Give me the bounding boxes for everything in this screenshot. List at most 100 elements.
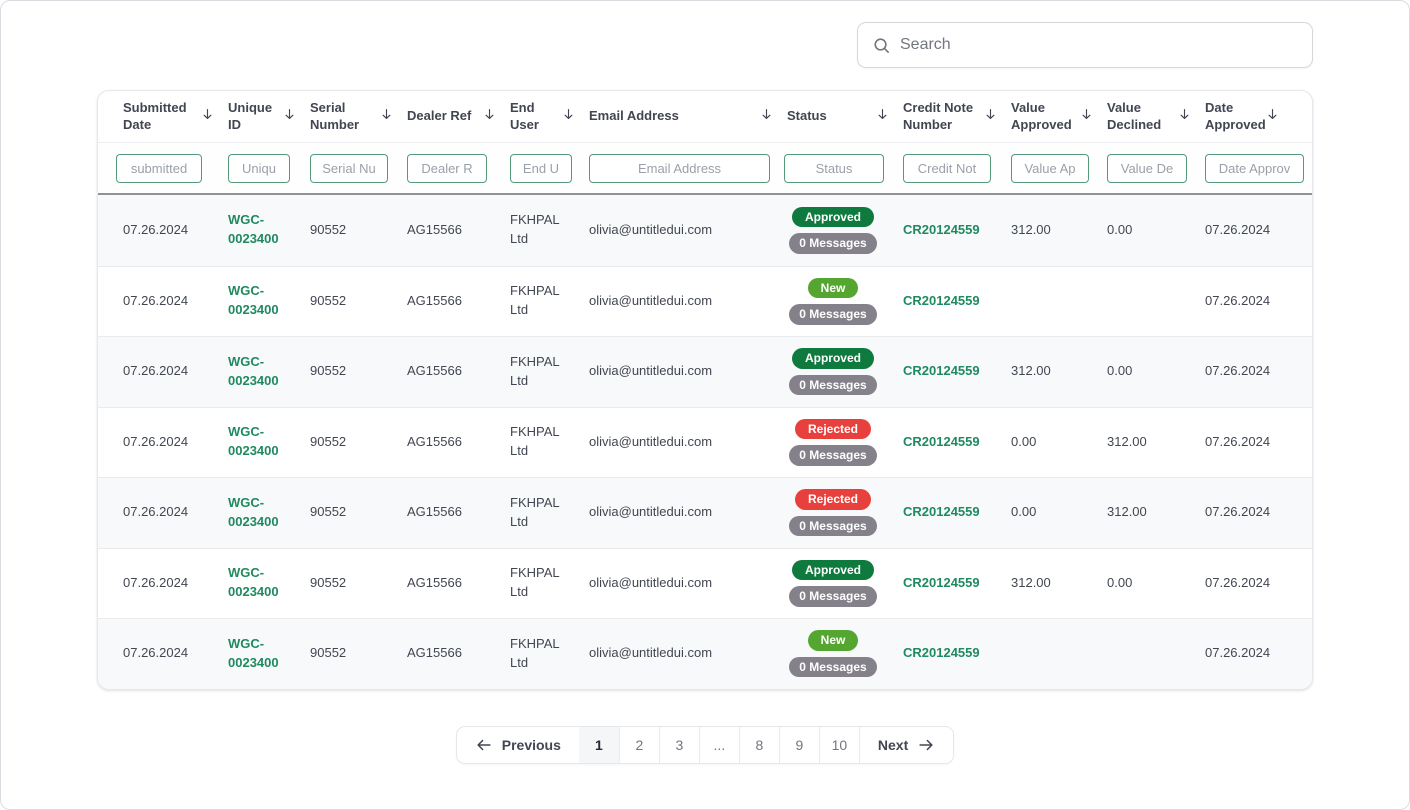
credit-note-link[interactable]: CR20124559 xyxy=(903,221,1011,240)
sort-descending-icon[interactable] xyxy=(380,107,393,126)
filter-input-submitted-date[interactable] xyxy=(116,154,202,183)
credit-note-link[interactable]: CR20124559 xyxy=(903,574,1011,593)
credit-note-link[interactable]: CR20124559 xyxy=(903,644,1011,663)
column-header-value-approved[interactable]: Value Approved xyxy=(1011,91,1107,142)
search-input[interactable] xyxy=(900,36,1298,54)
messages-badge[interactable]: 0 Messages xyxy=(789,586,876,606)
cell-status: Approved 0 Messages xyxy=(787,348,903,395)
credit-note-link[interactable]: CR20124559 xyxy=(903,362,1011,381)
messages-badge[interactable]: 0 Messages xyxy=(789,304,876,324)
table-row: 07.26.2024WGC-002340090552AG15566FKHPAL … xyxy=(98,548,1312,619)
filter-input-status[interactable] xyxy=(784,154,884,183)
unique-id-link[interactable]: WGC-0023400 xyxy=(228,211,310,249)
column-header-status[interactable]: Status xyxy=(787,91,903,142)
unique-id-link[interactable]: WGC-0023400 xyxy=(228,423,310,461)
unique-id-link[interactable]: WGC-0023400 xyxy=(228,635,310,673)
sort-descending-icon[interactable] xyxy=(201,107,214,126)
messages-badge[interactable]: 0 Messages xyxy=(789,445,876,465)
column-label: Value Approved xyxy=(1011,100,1071,133)
column-header-serial-number[interactable]: Serial Number xyxy=(310,91,407,142)
cell-date-approved: 07.26.2024 xyxy=(1205,503,1288,522)
column-header-submitted-date[interactable]: Submitted Date xyxy=(123,91,228,142)
sort-descending-icon[interactable] xyxy=(876,107,889,126)
page-button-3[interactable]: 3 xyxy=(659,727,699,763)
status-badge: Rejected xyxy=(795,419,871,439)
page-button-1[interactable]: 1 xyxy=(579,727,619,763)
filter-input-serial-number[interactable] xyxy=(310,154,388,183)
messages-badge[interactable]: 0 Messages xyxy=(789,657,876,677)
sort-descending-icon[interactable] xyxy=(1266,107,1279,126)
sort-descending-icon[interactable] xyxy=(984,107,997,126)
cell-email-address: olivia@untitledui.com xyxy=(589,362,787,381)
page-button-2[interactable]: 2 xyxy=(619,727,659,763)
cell-date-approved: 07.26.2024 xyxy=(1205,644,1288,663)
cell-serial-number: 90552 xyxy=(310,433,407,452)
page-button-8[interactable]: 8 xyxy=(739,727,779,763)
filter-input-dealer-ref[interactable] xyxy=(407,154,487,183)
filter-input-value-declined[interactable] xyxy=(1107,154,1187,183)
status-badge: Approved xyxy=(792,348,874,368)
cell-dealer-ref: AG15566 xyxy=(407,644,510,663)
pagination: Previous 123...8910 Next xyxy=(456,726,955,764)
filter-cell xyxy=(589,154,787,183)
unique-id-link[interactable]: WGC-0023400 xyxy=(228,494,310,532)
page-button-9[interactable]: 9 xyxy=(779,727,819,763)
column-header-date-approved[interactable]: Date Approved xyxy=(1205,91,1293,142)
filter-input-unique-id[interactable] xyxy=(228,154,290,183)
cell-value-approved: 312.00 xyxy=(1011,362,1107,381)
filter-cell xyxy=(510,154,589,183)
credit-note-link[interactable]: CR20124559 xyxy=(903,433,1011,452)
table-body: 07.26.2024WGC-002340090552AG15566FKHPAL … xyxy=(98,195,1312,689)
filter-input-end-user[interactable] xyxy=(510,154,572,183)
credit-note-link[interactable]: CR20124559 xyxy=(903,292,1011,311)
cell-submitted-date: 07.26.2024 xyxy=(123,644,228,663)
cell-serial-number: 90552 xyxy=(310,503,407,522)
column-header-email-address[interactable]: Email Address xyxy=(589,91,787,142)
filter-input-value-approved[interactable] xyxy=(1011,154,1089,183)
next-button[interactable]: Next xyxy=(859,727,953,763)
status-badge: Approved xyxy=(792,560,874,580)
filter-input-credit-note-number[interactable] xyxy=(903,154,991,183)
filter-input-email-address[interactable] xyxy=(589,154,770,183)
cell-serial-number: 90552 xyxy=(310,644,407,663)
page-button-10[interactable]: 10 xyxy=(819,727,859,763)
messages-badge[interactable]: 0 Messages xyxy=(789,233,876,253)
column-header-credit-note-number[interactable]: Credit Note Number xyxy=(903,91,1011,142)
column-header-end-user[interactable]: End User xyxy=(510,91,589,142)
cell-email-address: olivia@untitledui.com xyxy=(589,644,787,663)
column-header-unique-id[interactable]: Unique ID xyxy=(228,91,310,142)
unique-id-link[interactable]: WGC-0023400 xyxy=(228,564,310,602)
cell-value-declined: 0.00 xyxy=(1107,221,1205,240)
credit-notes-page: Submitted DateUnique IDSerial NumberDeal… xyxy=(97,0,1313,764)
sort-descending-icon[interactable] xyxy=(760,107,773,126)
sort-descending-icon[interactable] xyxy=(1178,107,1191,126)
unique-id-link[interactable]: WGC-0023400 xyxy=(228,353,310,391)
cell-dealer-ref: AG15566 xyxy=(407,292,510,311)
messages-badge[interactable]: 0 Messages xyxy=(789,375,876,395)
messages-badge[interactable]: 0 Messages xyxy=(789,516,876,536)
filter-input-date-approved[interactable] xyxy=(1205,154,1304,183)
column-header-value-declined[interactable]: Value Declined xyxy=(1107,91,1205,142)
column-header-dealer-ref[interactable]: Dealer Ref xyxy=(407,91,510,142)
sort-descending-icon[interactable] xyxy=(483,107,496,126)
status-badges: Approved 0 Messages xyxy=(787,348,879,395)
search-box[interactable] xyxy=(857,22,1313,68)
sort-descending-icon[interactable] xyxy=(1080,107,1093,126)
previous-button[interactable]: Previous xyxy=(457,727,579,763)
search-icon xyxy=(872,36,891,55)
cell-submitted-date: 07.26.2024 xyxy=(123,433,228,452)
unique-id-link[interactable]: WGC-0023400 xyxy=(228,282,310,320)
cell-value-declined: 312.00 xyxy=(1107,433,1205,452)
arrow-left-icon xyxy=(475,736,493,754)
search-row xyxy=(97,0,1313,68)
status-badges: Rejected 0 Messages xyxy=(787,419,879,466)
sort-descending-icon[interactable] xyxy=(283,107,296,126)
sort-descending-icon[interactable] xyxy=(562,107,575,126)
filter-cell xyxy=(1011,154,1107,183)
cell-end-user: FKHPAL Ltd xyxy=(510,211,589,249)
cell-dealer-ref: AG15566 xyxy=(407,221,510,240)
cell-dealer-ref: AG15566 xyxy=(407,503,510,522)
credit-note-link[interactable]: CR20124559 xyxy=(903,503,1011,522)
status-badge: New xyxy=(808,278,859,298)
cell-value-approved: 0.00 xyxy=(1011,503,1107,522)
